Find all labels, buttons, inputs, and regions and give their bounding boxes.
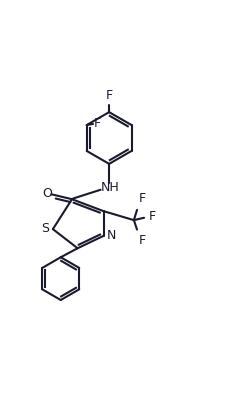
Text: F: F — [94, 118, 101, 130]
Text: S: S — [41, 222, 49, 235]
Text: F: F — [138, 233, 146, 247]
Text: F: F — [106, 90, 113, 103]
Text: F: F — [138, 193, 146, 206]
Text: F: F — [148, 210, 156, 223]
Text: N: N — [106, 230, 116, 242]
Text: NH: NH — [101, 182, 120, 195]
Text: O: O — [42, 187, 52, 200]
